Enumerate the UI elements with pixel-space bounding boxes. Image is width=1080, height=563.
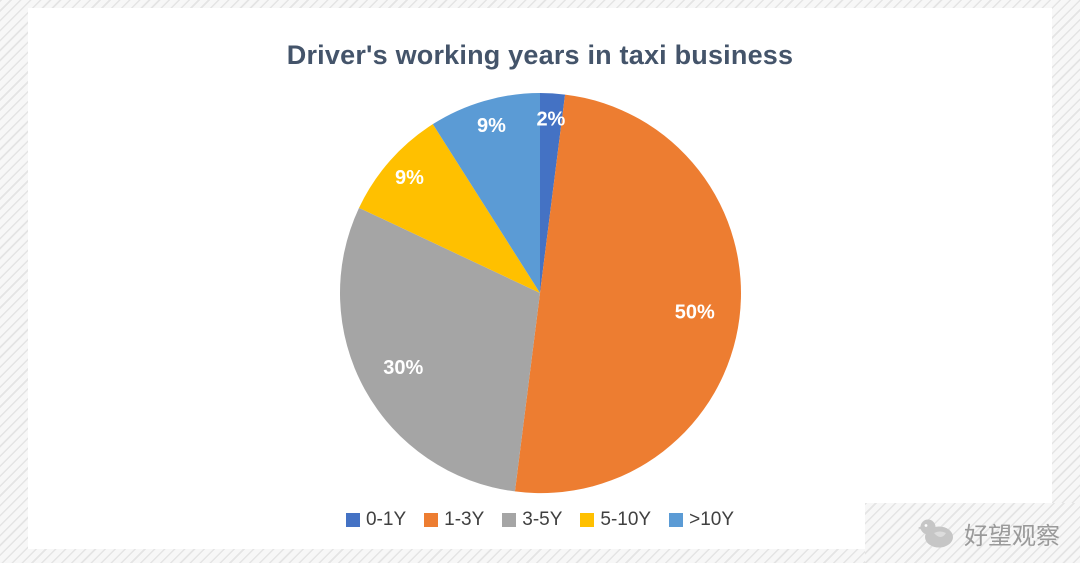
pie-data-label: 50% — [675, 302, 715, 324]
legend-swatch — [424, 513, 439, 527]
brand-bird-icon — [918, 519, 953, 548]
brand-name: 好望观察 — [964, 522, 1060, 550]
chart-title: Driver's working years in taxi business — [286, 40, 794, 70]
legend-label: 5-10Y — [600, 509, 652, 530]
legend-item-10y: >10Y — [669, 509, 734, 531]
chart-plot-area: Driver's working years in taxi business … — [28, 8, 1052, 549]
pie-slice-35y — [339, 207, 540, 492]
legend-swatch — [669, 513, 684, 527]
legend-label: 1-3Y — [444, 509, 485, 530]
pie-chart: 2% 50% 30% 9% 9% — [320, 73, 760, 513]
legend-swatch — [345, 513, 360, 527]
legend-item-35y: 3-5Y — [502, 509, 562, 531]
legend-swatch — [580, 513, 595, 527]
pie-data-label: 9% — [477, 115, 506, 137]
watermark: 好望观察 — [865, 503, 1080, 563]
legend-item-13y: 1-3Y — [424, 509, 484, 531]
legend-label: >10Y — [689, 509, 735, 530]
chart-legend: 0-1Y 1-3Y 3-5Y 5-10Y >10Y — [28, 509, 1052, 531]
pie-slice-510y — [359, 124, 540, 293]
pie-slice-01y — [540, 93, 566, 293]
pie-data-label: 30% — [383, 357, 423, 379]
legend-swatch — [502, 513, 517, 527]
pie-slice-10y — [432, 93, 540, 293]
pie-svg: 2% 50% 30% 9% 9% — [339, 93, 741, 494]
legend-item-01y: 0-1Y — [345, 509, 407, 531]
legend-label: 0-1Y — [365, 509, 407, 530]
legend-item-510y: 5-10Y — [580, 509, 651, 531]
legend-label: 3-5Y — [522, 509, 563, 530]
pie-data-label: 2% — [536, 108, 565, 130]
pie-slice-13y — [514, 94, 741, 494]
pie-data-label: 9% — [395, 167, 424, 189]
